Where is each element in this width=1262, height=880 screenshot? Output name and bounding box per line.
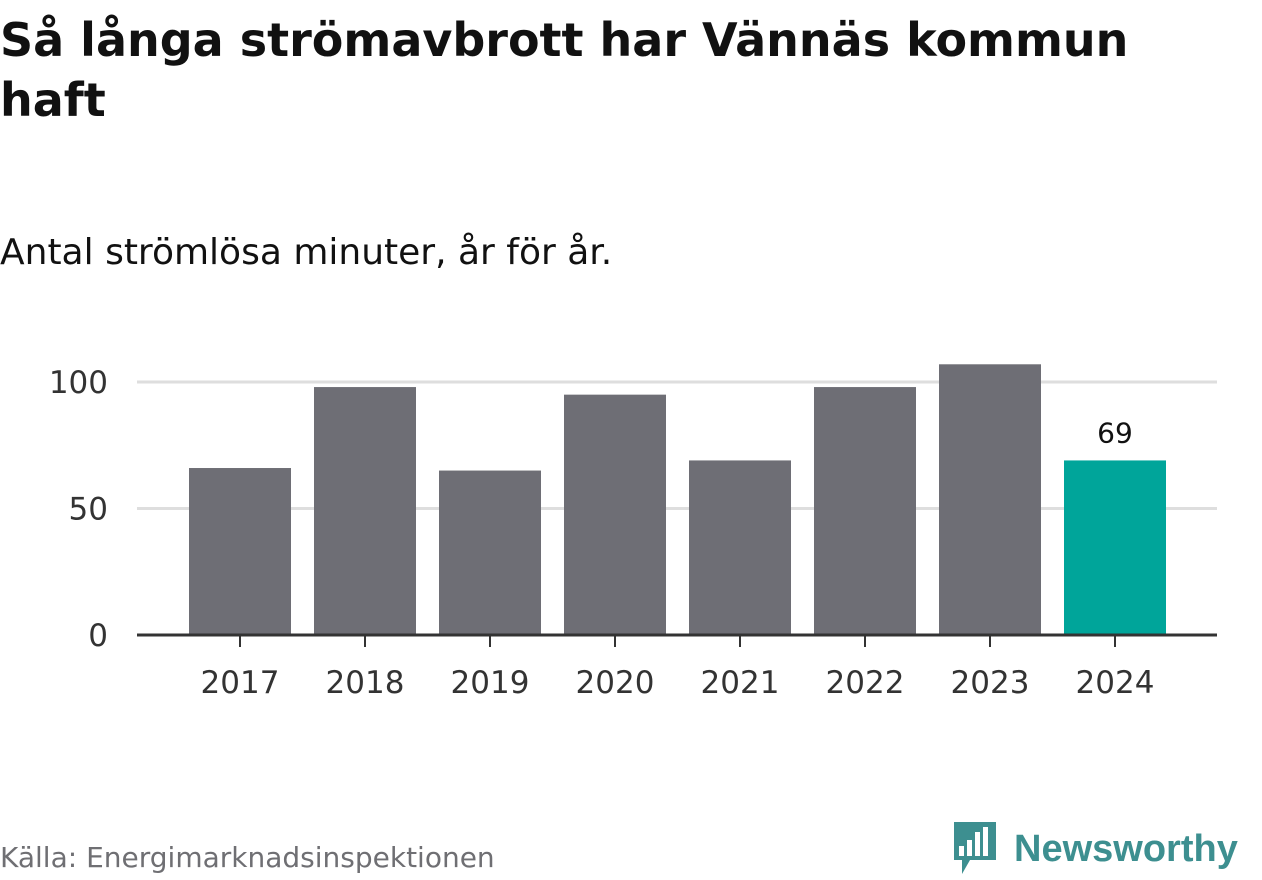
bar [814, 387, 916, 635]
brand-name: Newsworthy [1014, 827, 1238, 870]
y-tick-label: 0 [88, 618, 108, 654]
x-tick-label: 2020 [576, 665, 655, 701]
bar-chart: 0 50 100 2017 2018 2019 2020 2021 2022 2023 2024 69 [49, 364, 1217, 701]
y-tick-label: 100 [49, 365, 108, 401]
bar [939, 364, 1041, 635]
x-tick-label: 2018 [326, 665, 405, 701]
bar [439, 470, 541, 635]
bar [689, 460, 791, 635]
y-tick-label: 50 [69, 492, 108, 528]
chart-title: Så långa strömavbrott har Vännäs kommun … [0, 13, 1129, 127]
x-tick-label: 2021 [701, 665, 780, 701]
x-tick-label: 2024 [1076, 665, 1155, 701]
x-tick-label: 2023 [951, 665, 1030, 701]
chart-subtitle: Antal strömlösa minuter, år för år. [0, 232, 613, 273]
source-note: Källa: Energimarknadsinspektionen [0, 841, 495, 874]
newsworthy-logo: Newsworthy [950, 818, 1238, 880]
bar [564, 394, 666, 635]
x-tick-label: 2017 [201, 665, 280, 701]
x-tick-label: 2022 [826, 665, 905, 701]
bar [314, 387, 416, 635]
bar [189, 468, 291, 635]
bar-chart-speech-bubble-icon [954, 822, 996, 874]
data-label: 69 [1097, 416, 1133, 449]
bar [1064, 460, 1166, 635]
x-tick-label: 2019 [451, 665, 530, 701]
